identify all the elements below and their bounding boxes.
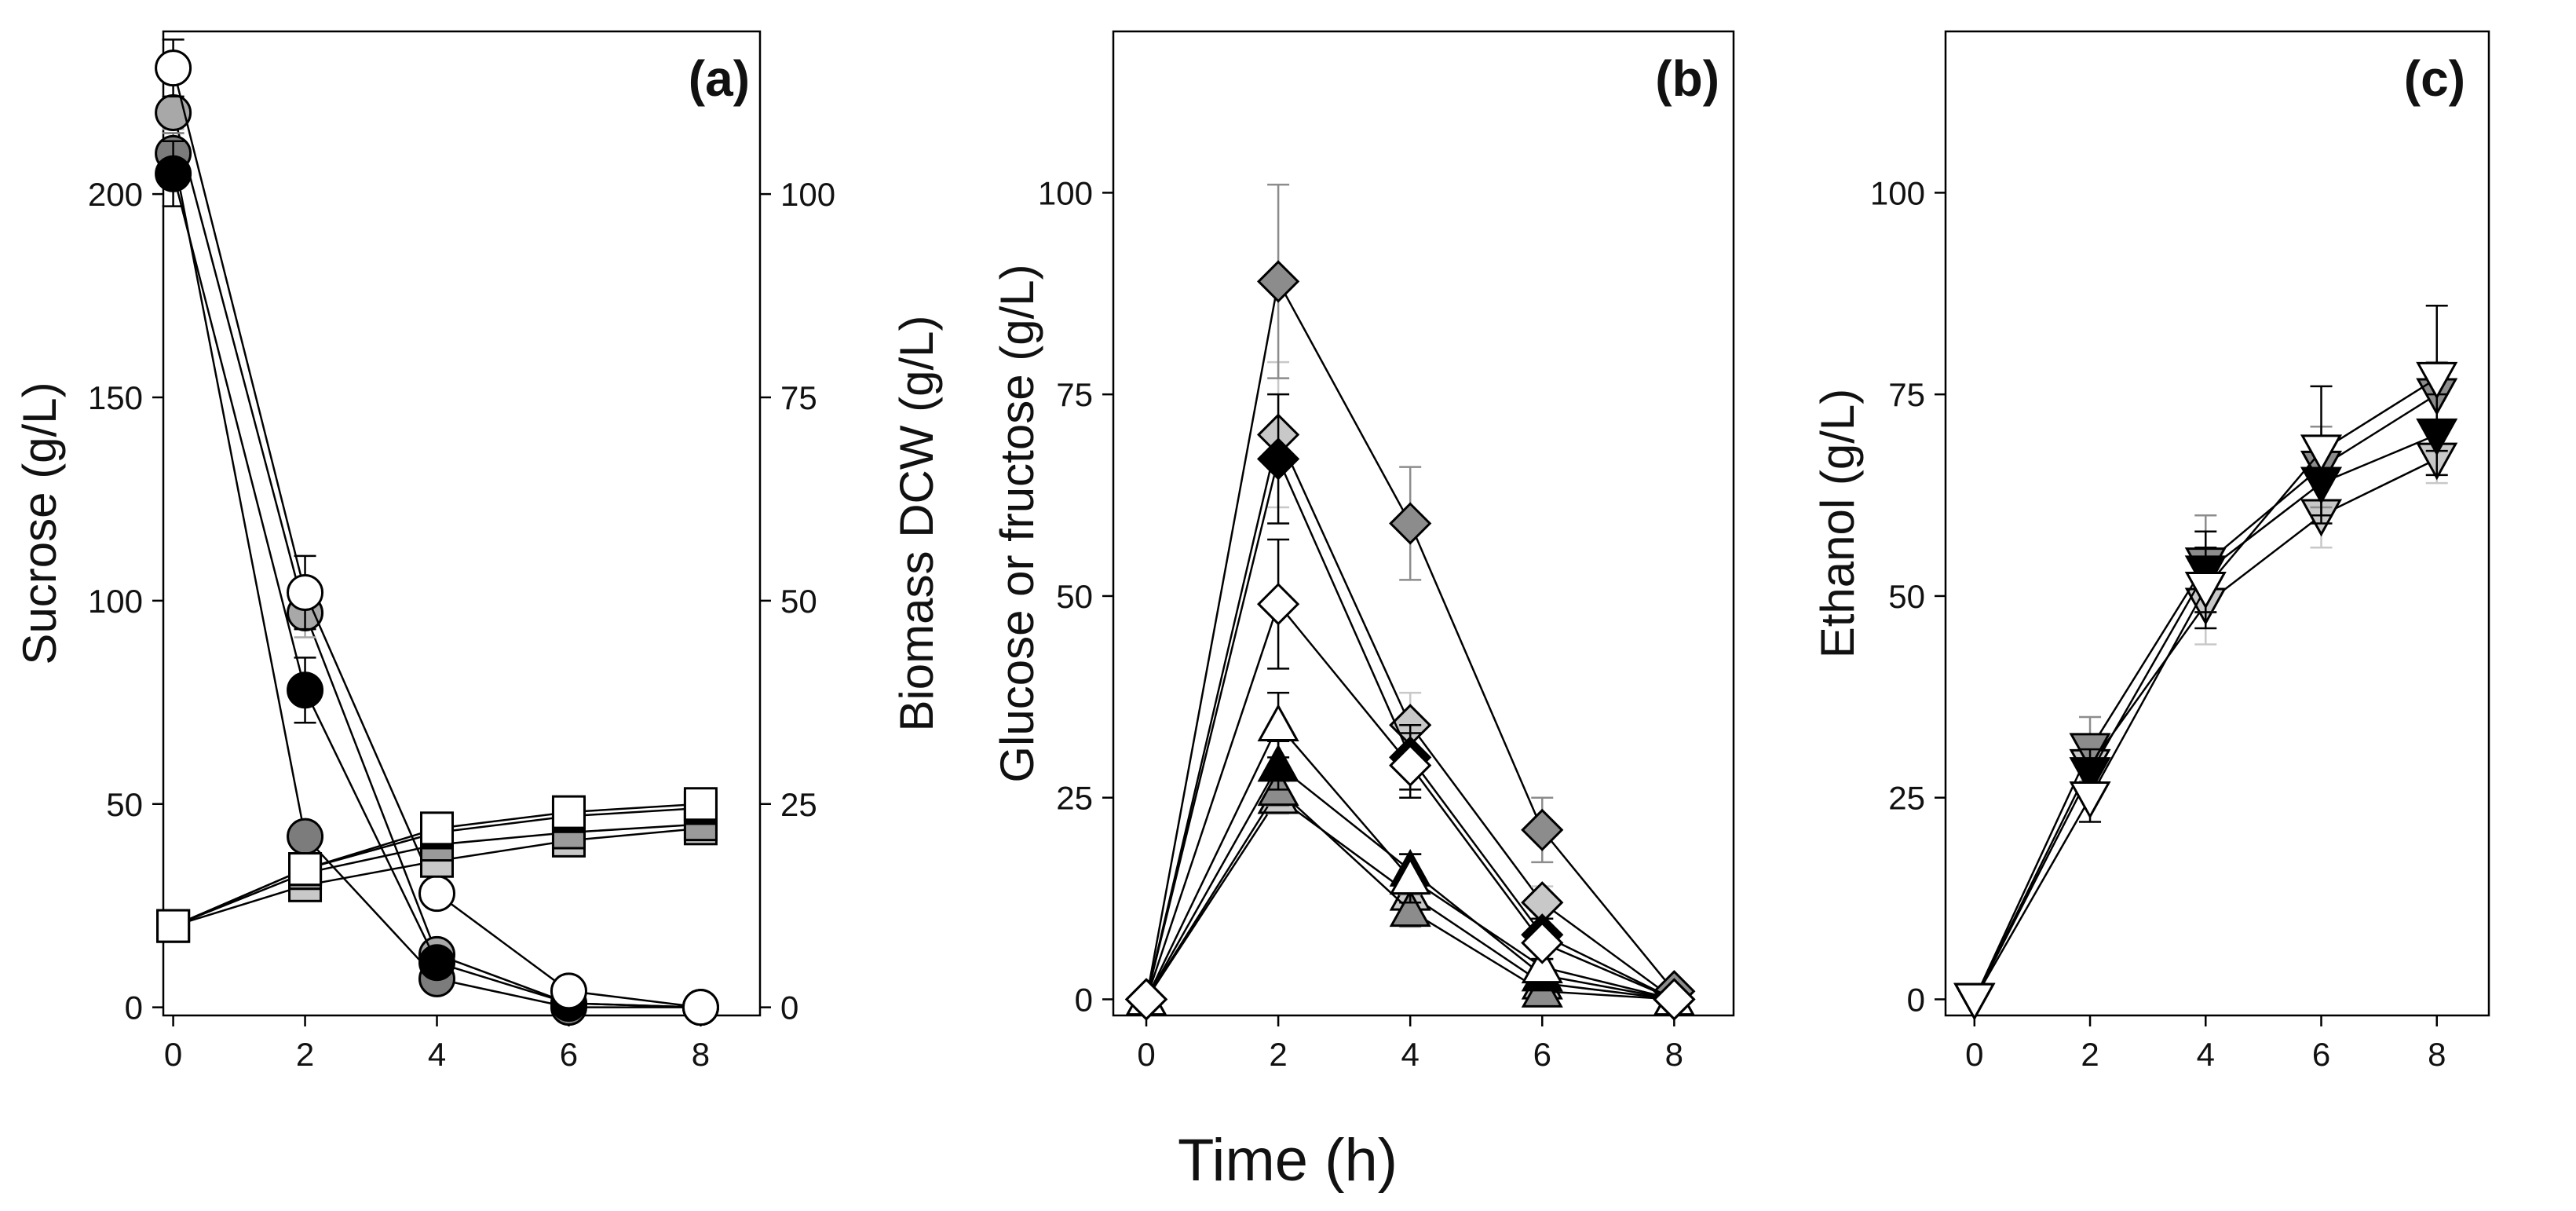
x-tick-label: 4	[2197, 1036, 2215, 1073]
data-point	[1389, 889, 1431, 927]
series-8	[156, 787, 718, 943]
x-tick-label: 6	[560, 1036, 578, 1073]
series-line	[1973, 377, 2438, 1001]
x-tick-label: 8	[1665, 1036, 1683, 1073]
x-tick-label: 4	[428, 1036, 446, 1073]
series-line	[1973, 393, 2438, 1000]
y-tick-label: 200	[88, 176, 143, 213]
panel-b: 0 2 4 6 8 0 25 50 75 100 Glucose or fructose (g/L)…	[991, 30, 1735, 1073]
data-point	[155, 155, 192, 192]
y2-tick-label: 25	[780, 786, 817, 823]
panel-label: (c)	[2404, 50, 2465, 107]
panel-label: (a)	[689, 50, 750, 107]
y-tick-label: 50	[1056, 578, 1093, 615]
y-axis-label: Ethanol (g/L)	[1811, 389, 1864, 659]
data-point	[155, 49, 192, 87]
panel-label: (b)	[1655, 50, 1719, 107]
y-tick-label: 0	[1075, 981, 1093, 1018]
data-point	[1389, 857, 1431, 895]
panel-a: 0 2 4 6 8 0 50 100 150 200 0 25 50 75 100 Sucrose (g/L)…	[13, 30, 943, 1073]
x-tick-label: 2	[296, 1036, 314, 1073]
y-tick-label: 75	[1888, 376, 1925, 413]
x-tick-label: 4	[1401, 1036, 1420, 1073]
x-tick-label: 8	[692, 1036, 710, 1073]
y2-tick-label: 75	[780, 379, 817, 416]
x-tick-label: 2	[2081, 1036, 2099, 1073]
y-tick-label: 100	[88, 583, 143, 620]
data-point	[683, 787, 718, 821]
y2-tick-label: 100	[780, 176, 835, 213]
data-point	[156, 909, 191, 943]
data-point	[1256, 583, 1300, 626]
y-tick-label: 100	[1038, 174, 1093, 211]
data-point	[2300, 434, 2343, 473]
series-2	[1953, 360, 2458, 1021]
y-axis-label: Glucose or fructose (g/L)	[991, 264, 1043, 782]
y-tick-label: 0	[1907, 981, 1925, 1018]
data-point	[1389, 744, 1432, 787]
data-point	[1256, 260, 1300, 303]
data-point	[1256, 437, 1300, 481]
series-4	[1953, 304, 2458, 1021]
y-axis-label: Sucrose (g/L)	[13, 382, 66, 664]
data-point	[2069, 781, 2111, 819]
data-point	[1521, 946, 1563, 984]
plot-frame	[1112, 30, 1735, 1017]
data-point	[418, 944, 456, 982]
data-point	[420, 811, 455, 846]
data-point	[287, 574, 324, 612]
y-tick-label: 50	[106, 786, 143, 823]
x-tick-label: 0	[1137, 1036, 1155, 1073]
y2-tick-label: 50	[780, 583, 817, 620]
y-tick-label: 100	[1870, 174, 1925, 211]
data-point	[1257, 744, 1299, 782]
x-tick-label: 0	[1965, 1036, 1983, 1073]
data-point	[287, 818, 324, 855]
y-tick-label: 50	[1888, 578, 1925, 615]
series-4	[155, 38, 719, 1026]
y2-axis-label: Biomass DCW (g/L)	[890, 315, 943, 731]
data-point	[2184, 571, 2227, 609]
y2-tick-label: 0	[780, 990, 798, 1026]
data-point	[1653, 978, 1696, 1021]
data-point	[1124, 978, 1168, 1021]
x-tick-label: 6	[1533, 1036, 1551, 1073]
plot-frame	[162, 30, 762, 1017]
y-tick-label: 150	[88, 379, 143, 416]
y-tick-label: 25	[1056, 780, 1093, 817]
data-point	[2416, 361, 2458, 400]
data-point	[418, 875, 456, 913]
data-point	[1521, 921, 1564, 964]
data-point	[288, 852, 323, 887]
x-tick-label: 0	[164, 1036, 182, 1073]
data-point	[1521, 808, 1564, 851]
data-point	[681, 989, 719, 1026]
x-tick-label: 2	[1269, 1036, 1287, 1073]
data-point	[1953, 982, 1996, 1021]
y-tick-label: 0	[125, 990, 143, 1026]
plot-frame	[1944, 30, 2490, 1017]
shared-x-axis-label: Time (h)	[1178, 1127, 1398, 1194]
x-tick-label: 8	[2428, 1036, 2446, 1073]
data-point	[1257, 704, 1299, 741]
data-point	[1389, 502, 1432, 545]
series-8	[1124, 538, 1696, 1021]
series-3	[1953, 393, 2458, 1021]
y-tick-label: 75	[1056, 376, 1093, 413]
data-point	[551, 795, 586, 829]
x-tick-label: 6	[2312, 1036, 2330, 1073]
data-point	[287, 671, 324, 709]
panel-c: 0 2 4 6 8 0 25 50 75 100 Ethanol (g/L) (c)	[1811, 30, 2490, 1073]
data-point	[550, 972, 587, 1010]
y-tick-label: 25	[1888, 780, 1925, 817]
